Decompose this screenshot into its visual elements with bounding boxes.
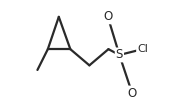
- Text: S: S: [116, 48, 123, 61]
- Text: Cl: Cl: [137, 44, 148, 54]
- Text: O: O: [127, 86, 137, 100]
- Text: O: O: [103, 10, 112, 23]
